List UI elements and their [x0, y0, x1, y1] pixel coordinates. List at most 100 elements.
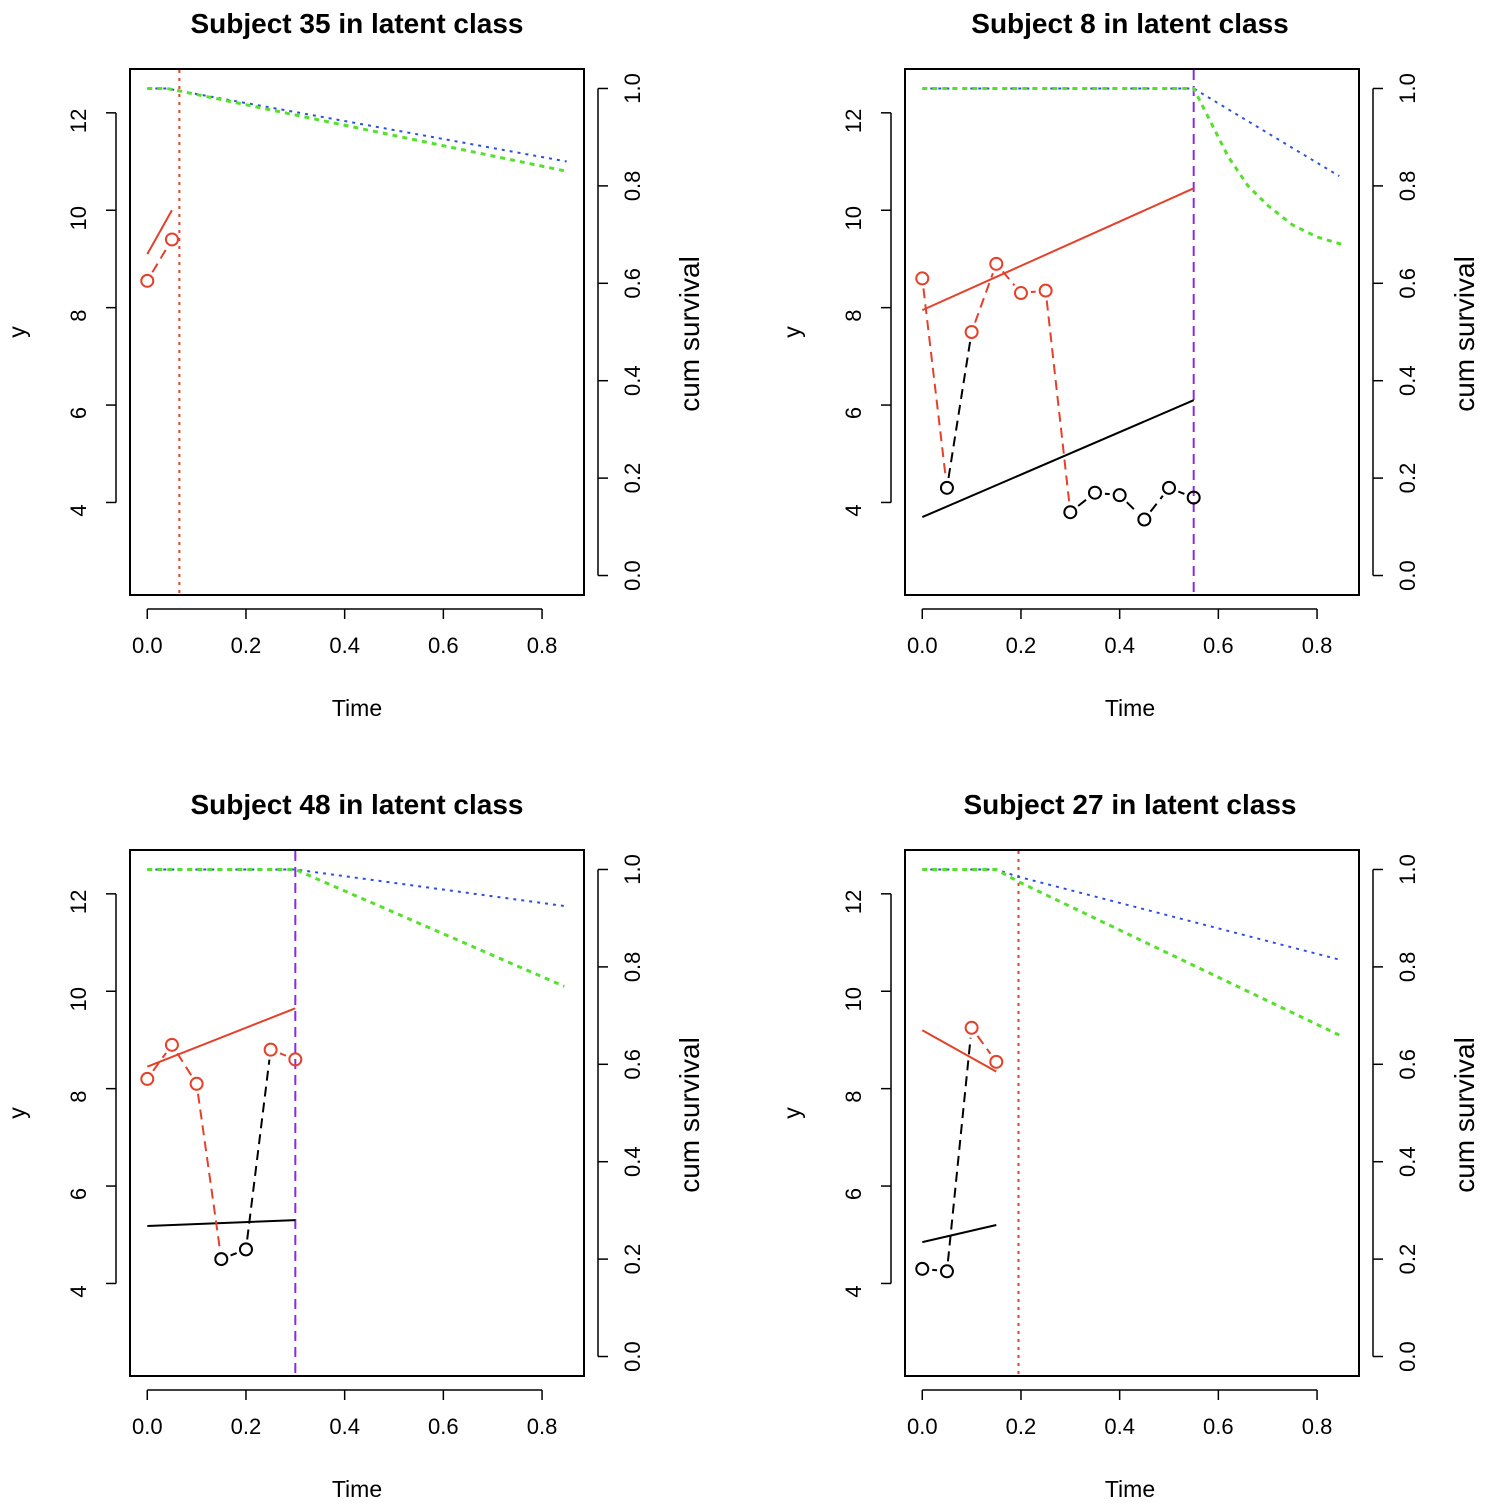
y2-axis: 0.0 0.2 0.4 0.6 0.8 1.0 cum survival	[597, 73, 705, 591]
y2-tick-label: 1.0	[1395, 73, 1420, 104]
observation-point	[1087, 485, 1102, 500]
y2-axis-label: cum survival	[1449, 256, 1480, 412]
y-tick-label: 6	[841, 407, 866, 419]
y2-tick-label: 0.2	[620, 1244, 645, 1275]
chart-title: Subject 27 in latent class	[963, 789, 1296, 820]
y2-tick-label: 0.4	[620, 1146, 645, 1177]
observation-point	[989, 256, 1004, 271]
observation-connector	[1177, 490, 1185, 495]
plot-frame	[129, 68, 585, 596]
x-tick-label: 0.8	[527, 633, 558, 658]
observation-point	[939, 1264, 954, 1279]
y-tick-label: 4	[841, 504, 866, 516]
y2-tick-label: 0.8	[620, 952, 645, 983]
y-tick-label: 6	[66, 1188, 91, 1200]
y-tick-label: 12	[66, 109, 91, 133]
observation-point	[214, 1252, 229, 1267]
y-axis-label: y	[4, 1107, 30, 1119]
panel-4: Subject 27 in latent class 0.0 0.2 0.4 0.6 0.…	[779, 789, 1480, 1502]
observation-connector	[176, 1052, 193, 1076]
x-axis-label: Time	[1105, 1476, 1155, 1502]
fitted-line-class-1	[921, 1029, 997, 1073]
fitted-line-class-1	[146, 209, 173, 255]
fitted-line-class-2	[922, 1224, 997, 1244]
y-tick-label: 8	[66, 310, 91, 322]
y-tick-label: 8	[841, 1091, 866, 1103]
observation-connector	[151, 247, 168, 273]
y2-tick-label: 0.0	[1395, 560, 1420, 591]
x-tick-label: 0.2	[231, 633, 262, 658]
observation-point	[964, 325, 979, 339]
y2-tick-label: 1.0	[620, 854, 645, 885]
observation-point	[140, 1071, 155, 1086]
x-tick-label: 0.0	[132, 633, 163, 658]
y2-tick-label: 1.0	[620, 73, 645, 104]
x-tick-label: 0.4	[329, 1414, 360, 1439]
observation-connector	[947, 341, 972, 479]
y2-tick-label: 0.2	[1395, 463, 1420, 494]
x-tick-label: 0.8	[1302, 1414, 1333, 1439]
observation-connector	[230, 1252, 238, 1257]
y-axis: 4 6 8 10 12 y	[779, 890, 892, 1298]
observation-connector	[1045, 300, 1071, 503]
survival-curve-class-2	[922, 87, 1343, 246]
observation-point	[1137, 512, 1152, 527]
y-tick-label: 8	[841, 310, 866, 322]
observation-point	[263, 1042, 278, 1057]
y2-tick-label: 0.4	[1395, 365, 1420, 396]
observation-point	[164, 1037, 179, 1052]
y2-tick-label: 0.0	[620, 560, 645, 591]
y-tick-label: 4	[66, 1285, 91, 1297]
observation-connector	[946, 1037, 972, 1262]
x-tick-label: 0.8	[527, 1414, 558, 1439]
plot-frame	[904, 849, 1360, 1377]
y-tick-label: 6	[66, 407, 91, 419]
x-tick-label: 0.2	[1006, 1414, 1037, 1439]
observation-connector	[1001, 270, 1016, 287]
observation-point	[915, 1261, 930, 1276]
y2-tick-label: 0.8	[1395, 952, 1420, 983]
observation-connector	[246, 1059, 271, 1240]
observation-point	[1186, 490, 1201, 505]
y2-tick-label: 0.6	[620, 268, 645, 299]
plot-frame	[904, 68, 1360, 596]
survival-curve-class-1	[147, 87, 567, 163]
observation-point	[1112, 488, 1127, 503]
x-tick-label: 0.2	[231, 1414, 262, 1439]
y2-axis: 0.0 0.2 0.4 0.6 0.8 1.0 cum survival	[1372, 73, 1480, 591]
y-axis-label: y	[4, 326, 30, 338]
y2-axis: 0.0 0.2 0.4 0.6 0.8 1.0 cum survival	[1372, 854, 1480, 1372]
y2-tick-label: 0.2	[1395, 1244, 1420, 1275]
x-axis-label: Time	[332, 695, 382, 721]
x-tick-label: 0.6	[1203, 633, 1234, 658]
x-axis-label: Time	[332, 1476, 382, 1502]
fitted-line-class-1	[146, 1007, 296, 1068]
y2-tick-label: 0.4	[620, 365, 645, 396]
x-axis: 0.0 0.2 0.4 0.6 0.8 Time	[907, 608, 1332, 721]
observation-point	[140, 273, 155, 288]
observation-connector	[1077, 498, 1088, 507]
x-tick-label: 0.4	[1104, 1414, 1135, 1439]
observation-connector	[1126, 501, 1138, 514]
y-tick-label: 4	[66, 504, 91, 516]
y-tick-label: 12	[841, 890, 866, 914]
y-tick-label: 8	[66, 1091, 91, 1103]
observation-connector	[279, 1052, 287, 1057]
x-tick-label: 0.2	[1006, 633, 1037, 658]
x-tick-label: 0.0	[907, 1414, 938, 1439]
y2-tick-label: 0.0	[620, 1341, 645, 1372]
y2-axis: 0.0 0.2 0.4 0.6 0.8 1.0 cum survival	[597, 854, 705, 1372]
survival-curve-class-2	[922, 868, 1340, 1037]
y2-tick-label: 0.6	[1395, 1049, 1420, 1080]
observation-point	[915, 271, 930, 286]
y-tick-label: 10	[66, 987, 91, 1011]
x-tick-label: 0.4	[1104, 633, 1135, 658]
x-tick-label: 0.6	[1203, 1414, 1234, 1439]
observation-connector	[152, 1052, 167, 1072]
observation-point	[964, 1020, 979, 1035]
observation-point	[939, 480, 954, 495]
y-tick-label: 6	[841, 1188, 866, 1200]
